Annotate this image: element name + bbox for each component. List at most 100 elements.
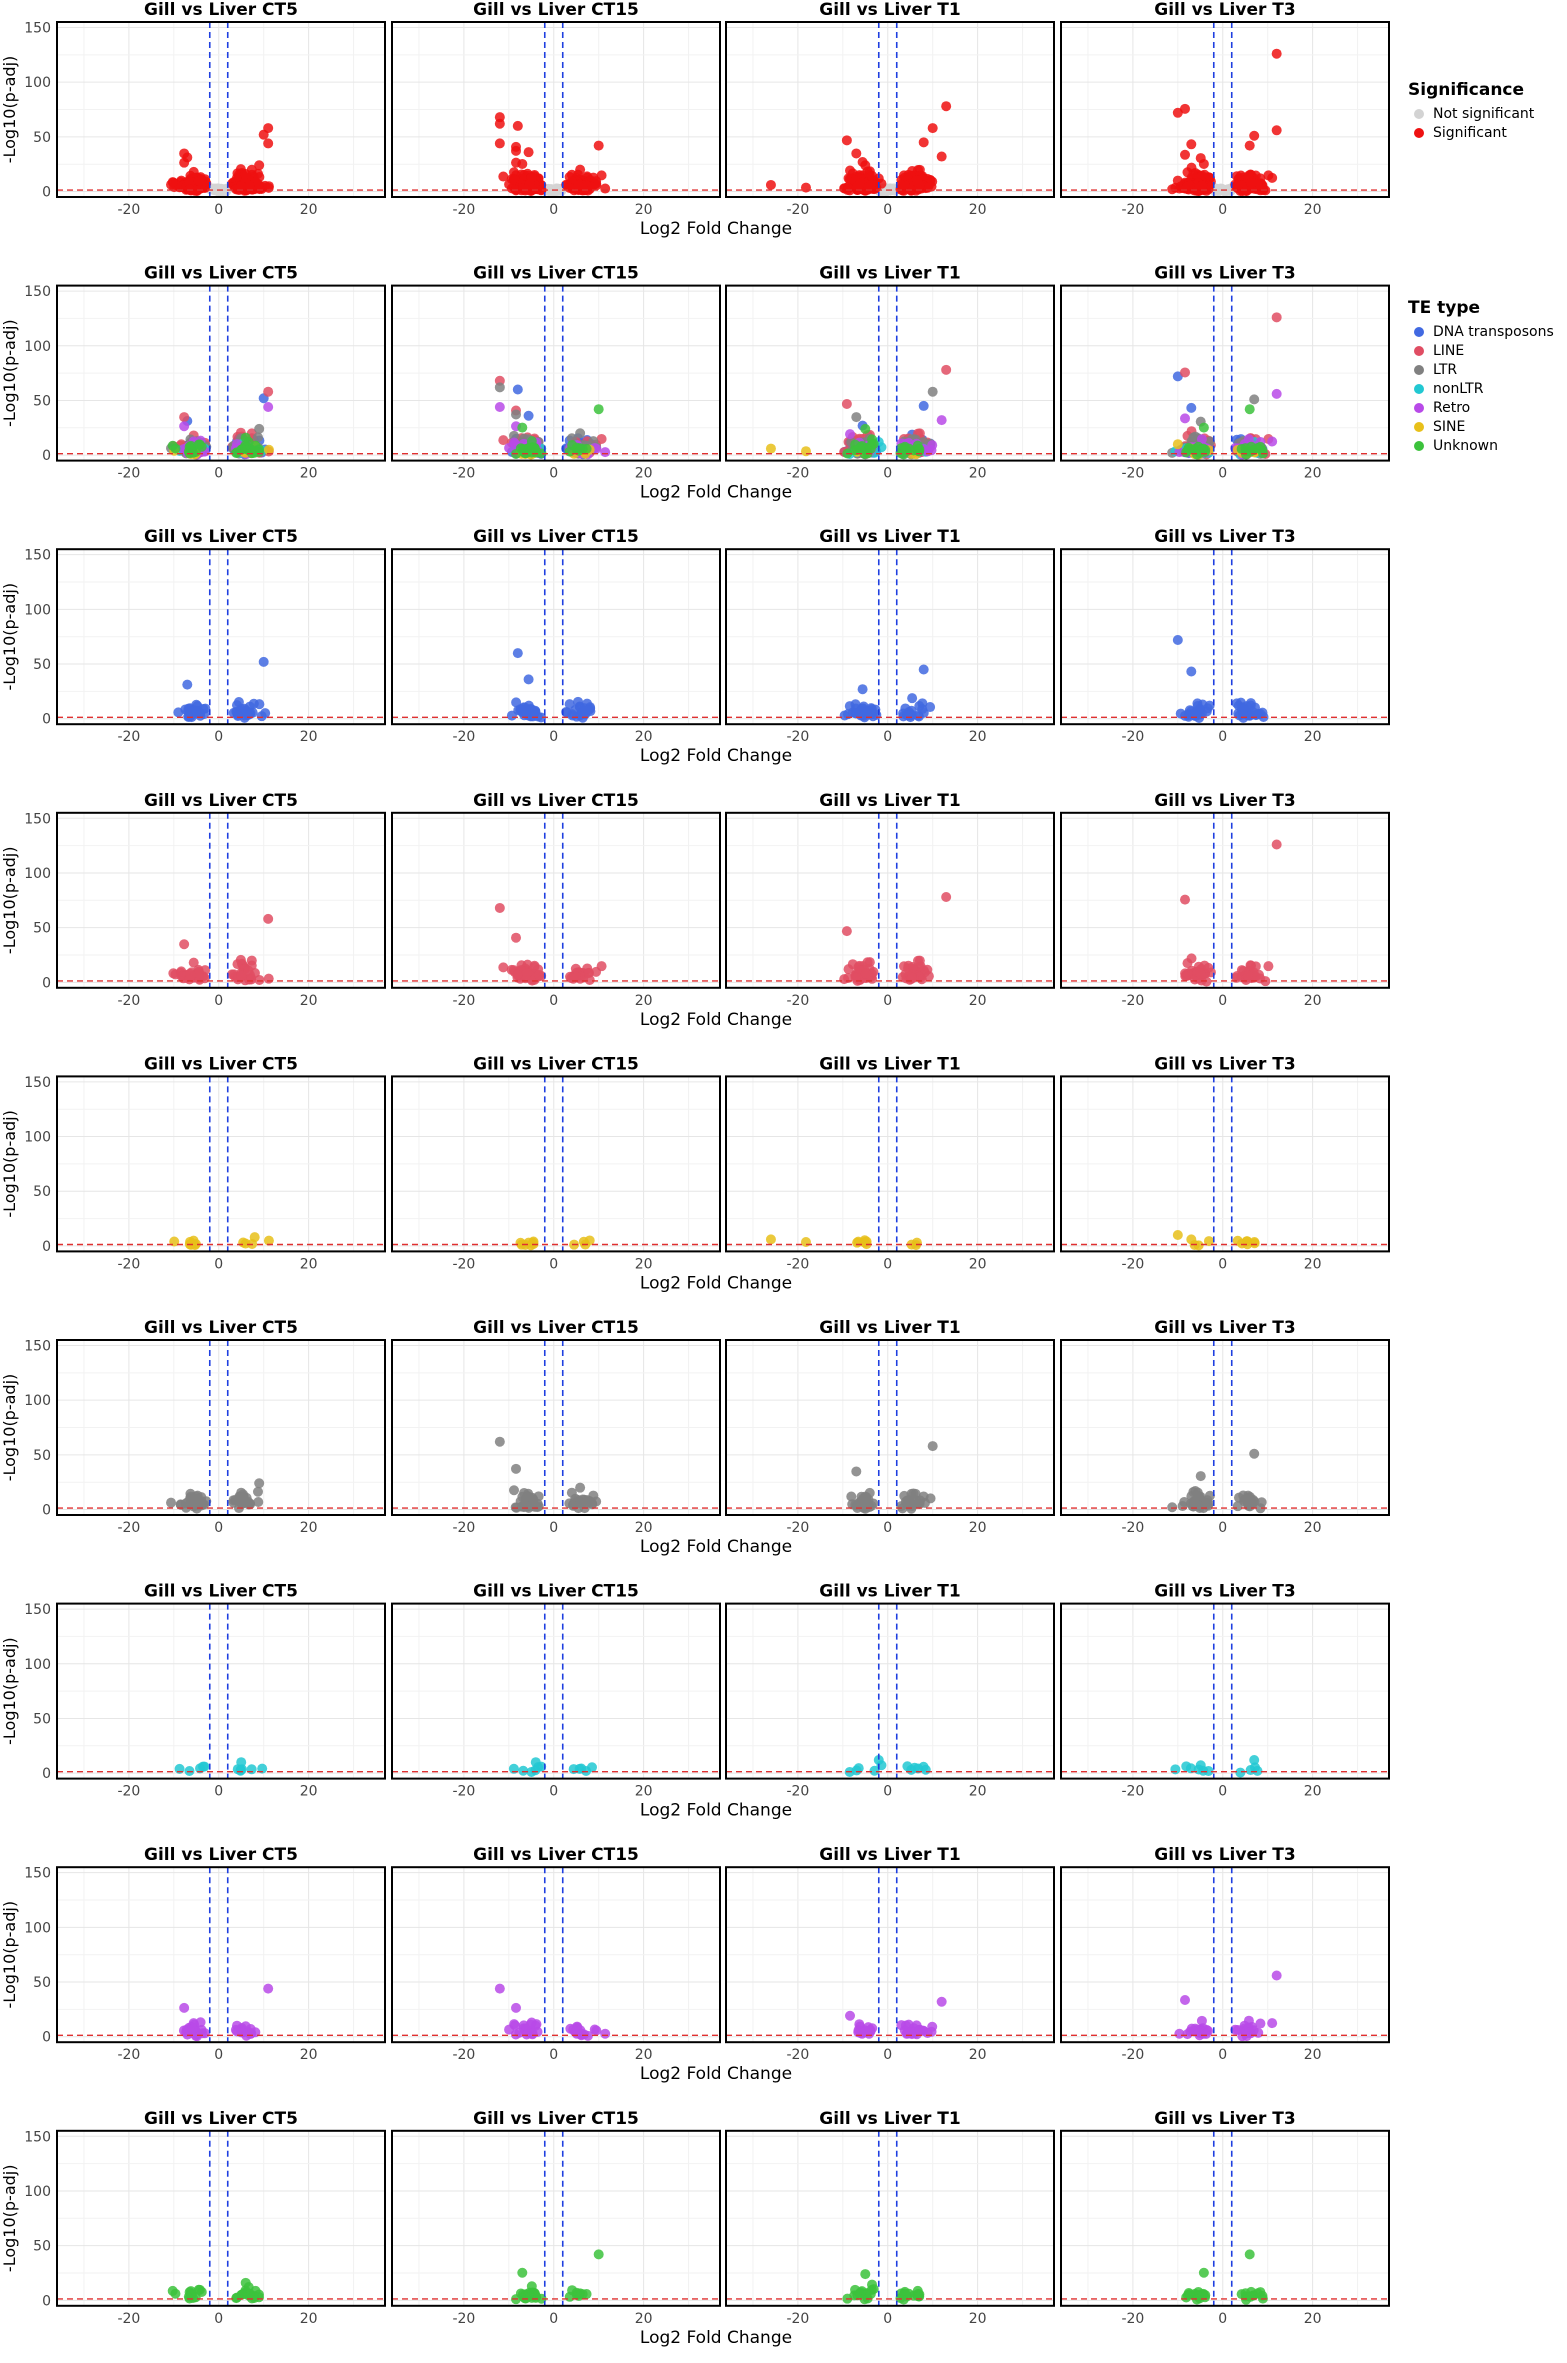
point-retro	[936, 415, 947, 426]
legend-swatch-line	[1414, 345, 1424, 356]
point-retro	[576, 2028, 587, 2039]
panel-title: Gill vs Liver T3	[1154, 0, 1295, 20]
point-line	[1186, 953, 1197, 964]
point-dna-transposons	[258, 656, 269, 667]
y-axis-label: -Log10(p-adj)	[0, 319, 19, 427]
legend-swatch-dna-transposons	[1414, 326, 1424, 337]
point-line	[263, 913, 274, 924]
x-tick-label: 0	[214, 1784, 223, 1800]
panel-r1-c3: Gill vs Liver T1 -20 0 20	[725, 0, 1055, 218]
point-ltr	[511, 1463, 522, 1474]
point-unknown	[912, 2285, 923, 2296]
point-ltr	[494, 382, 505, 393]
y-tick-label: 150	[24, 284, 51, 300]
point-dna-transposons	[512, 648, 523, 659]
panel-title: Gill vs Liver T3	[1154, 1054, 1295, 1074]
panel-title: Gill vs Liver CT15	[473, 1845, 639, 1865]
x-tick-label: -20	[786, 729, 809, 745]
y-tick-label: 100	[24, 1657, 51, 1673]
x-tick-label: -20	[786, 1256, 809, 1272]
point-nonltr	[518, 1765, 529, 1776]
point-significant	[1271, 48, 1282, 59]
point-sine	[800, 1236, 811, 1247]
point-ltr	[863, 1494, 874, 1505]
legend-label-sine: SINE	[1433, 418, 1466, 435]
x-tick-label: -20	[117, 729, 140, 745]
point-significant	[936, 151, 947, 162]
x-tick-label: 0	[549, 1520, 558, 1536]
panel-title: Gill vs Liver CT5	[144, 0, 298, 20]
x-tick-label: 0	[549, 466, 558, 482]
panel-r5-c3: Gill vs Liver T1 -20 0 20	[725, 1054, 1055, 1272]
panel-title: Gill vs Liver T1	[819, 0, 960, 20]
point-significant	[1249, 130, 1260, 141]
x-tick-label: -20	[117, 202, 140, 218]
point-line	[498, 962, 509, 973]
panel-r2-c1: Gill vs Liver CT5 -20 0 20 0 50 100 150 -Log10(p…	[0, 264, 386, 482]
point-unknown	[593, 404, 604, 415]
panel-r4-c3: Gill vs Liver T1 -20 0 20	[725, 791, 1055, 1009]
point-line	[941, 892, 952, 903]
x-tick-label: 20	[1304, 993, 1322, 1009]
point-nonltr	[236, 1757, 247, 1768]
x-tick-label: 0	[549, 1256, 558, 1272]
point-nonltr	[902, 1761, 913, 1772]
y-axis-label: -Log10(p-adj)	[0, 1110, 19, 1218]
point-unknown	[867, 2279, 878, 2290]
point-sine	[1172, 1229, 1183, 1240]
point-not-significant	[1223, 184, 1234, 195]
x-axis-label: Log2 Fold Change	[640, 1010, 792, 1030]
x-tick-label: 20	[1304, 729, 1322, 745]
point-dna-transposons	[256, 711, 267, 722]
legend-item-retro: Retro	[1408, 398, 1554, 417]
point-significant	[263, 181, 274, 192]
point-significant	[1241, 185, 1252, 196]
point-significant	[860, 160, 871, 171]
x-tick-label: 20	[635, 1256, 653, 1272]
point-ltr	[1195, 1471, 1206, 1482]
x-tick-label: -20	[1121, 202, 1144, 218]
point-unknown	[1198, 2267, 1209, 2278]
point-significant	[845, 165, 856, 176]
significance-legend: Significance Not significant Significant	[1408, 80, 1534, 142]
point-line	[591, 966, 602, 977]
y-tick-label: 0	[42, 712, 51, 728]
point-retro	[845, 429, 856, 440]
panel-title: Gill vs Liver CT5	[144, 791, 298, 811]
panel-title: Gill vs Liver T1	[819, 791, 960, 811]
y-tick-label: 0	[42, 1503, 51, 1519]
x-tick-label: 0	[883, 1520, 892, 1536]
point-unknown	[194, 2284, 205, 2295]
point-significant	[1172, 175, 1183, 186]
legend-item-sine: SINE	[1408, 417, 1554, 436]
x-tick-label: -20	[786, 1784, 809, 1800]
point-ltr	[927, 1441, 938, 1452]
y-tick-label: 100	[24, 2184, 51, 2200]
panel-frame	[56, 284, 386, 462]
y-tick-label: 150	[24, 20, 51, 36]
point-ltr	[254, 1478, 265, 1489]
point-ltr	[918, 1491, 929, 1502]
point-retro	[936, 1996, 947, 2007]
x-tick-label: 0	[549, 2311, 558, 2327]
x-tick-label: -20	[452, 202, 475, 218]
point-nonltr	[246, 1764, 257, 1775]
point-unknown	[1244, 2249, 1255, 2260]
y-tick-label: 100	[24, 339, 51, 355]
point-line	[1242, 970, 1253, 981]
x-axis-label: Log2 Fold Change	[640, 2328, 792, 2348]
point-line	[841, 398, 852, 409]
x-tick-label: 20	[300, 1784, 318, 1800]
panel-r5-c1: Gill vs Liver CT5 -20 0 20 0 50 100 150 -Log10(p…	[0, 1054, 386, 1272]
point-significant	[517, 158, 528, 169]
point-line	[1271, 839, 1282, 850]
legend-item-significant: Significant	[1408, 123, 1534, 142]
point-unknown	[564, 2291, 575, 2302]
legend-item-line: LINE	[1408, 341, 1554, 360]
x-tick-label: -20	[786, 466, 809, 482]
point-ltr	[254, 423, 265, 434]
point-unknown	[865, 2289, 876, 2300]
panel-r7-c2: Gill vs Liver CT15 -20 0 20	[391, 1582, 721, 1800]
panel-r9-c1: Gill vs Liver CT5 -20 0 20 0 50 100 150 -Log10(p…	[0, 2109, 386, 2327]
point-dna-transposons	[182, 679, 193, 690]
